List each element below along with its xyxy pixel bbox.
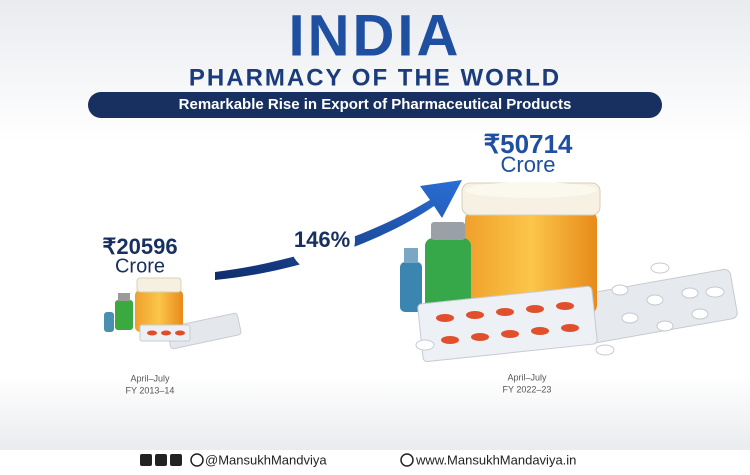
growth-badge (289, 207, 355, 273)
subtitle: PHARMACY OF THE WORLD (189, 64, 561, 91)
large-medicine-illustration (400, 182, 738, 363)
social-icons (140, 453, 414, 467)
footer-band (0, 450, 750, 470)
small-medicine-illustration (104, 277, 242, 350)
before-period: April–July (130, 373, 170, 383)
social-handle: @MansukhMandviya (205, 452, 327, 467)
after-unit: Crore (500, 152, 555, 177)
title: INDIA (289, 3, 462, 68)
banner (88, 92, 662, 118)
banner-text: Remarkable Rise in Export of Pharmaceuti… (179, 96, 572, 113)
before-year: FY 2013–14 (126, 385, 175, 395)
growth-value: 146% (294, 227, 350, 252)
before-amount: ₹20596 (102, 234, 177, 259)
after-period: April–July (507, 372, 547, 382)
after-year: FY 2022–23 (503, 384, 552, 394)
website: www.MansukhMandaviya.in (415, 452, 576, 467)
after-amount: ₹50714 (484, 129, 573, 159)
growth-arrow (215, 180, 462, 280)
before-unit: Crore (115, 255, 165, 277)
